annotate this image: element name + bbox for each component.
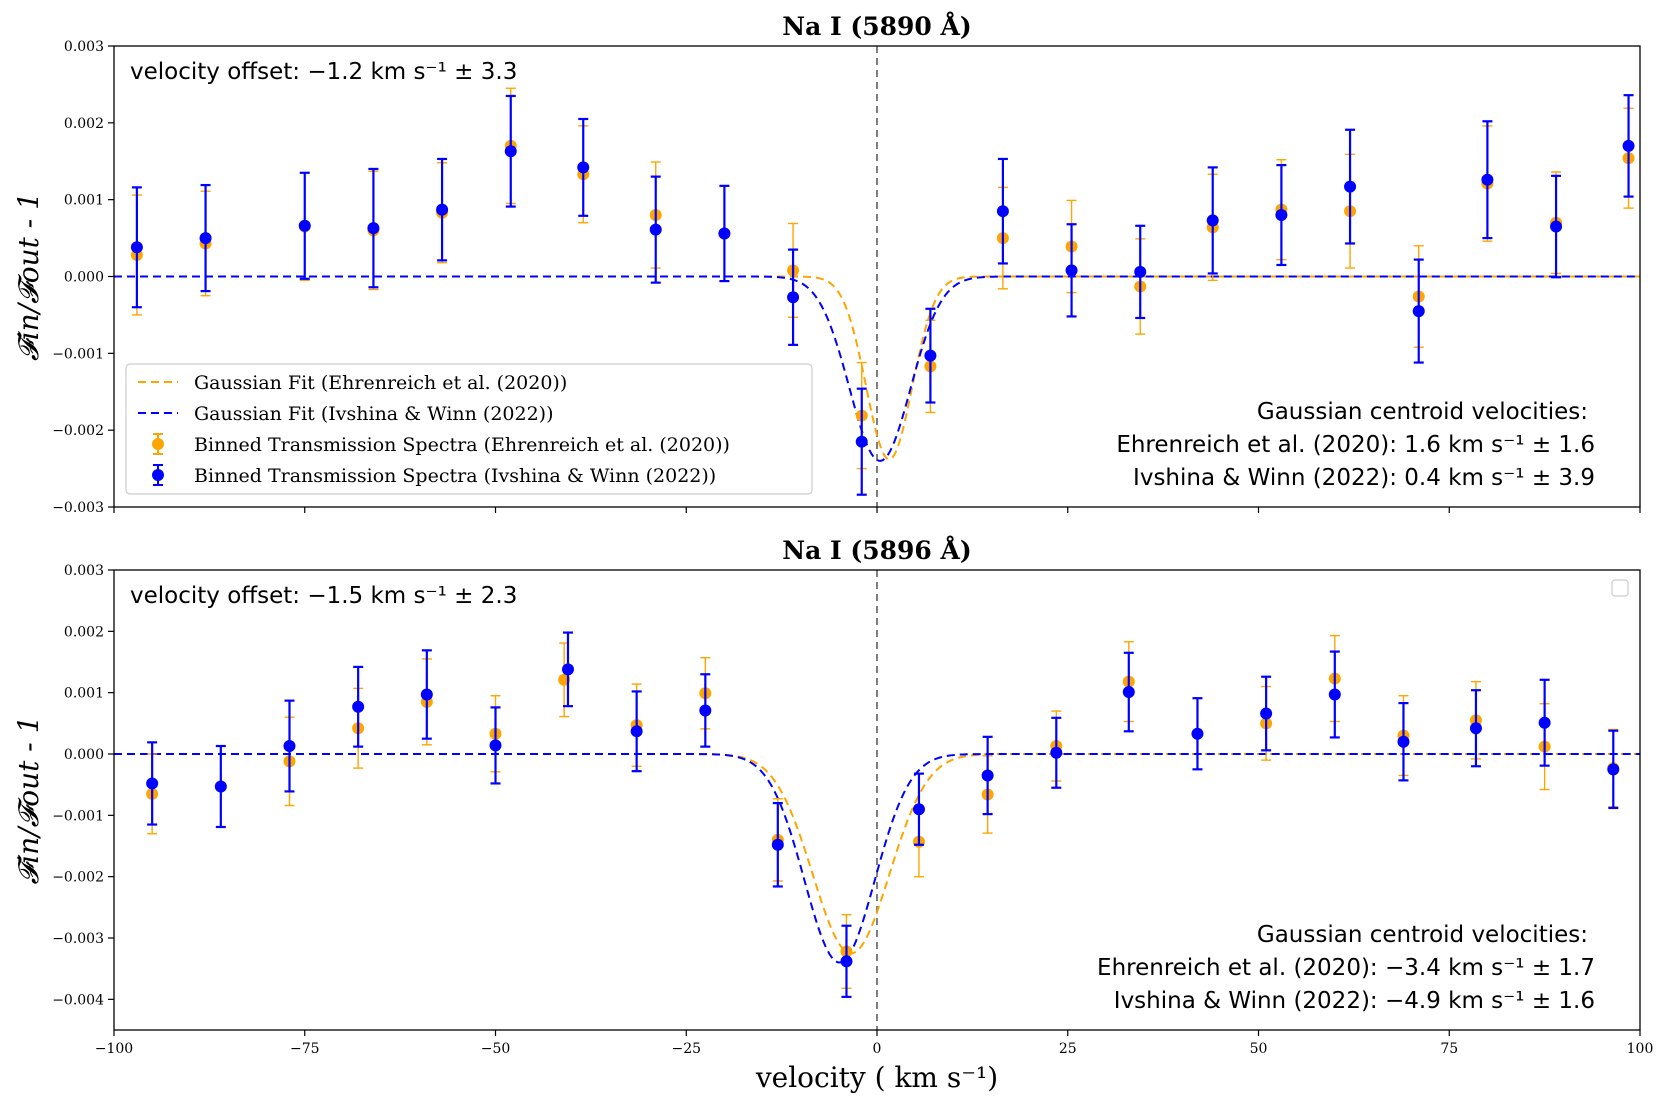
data-point-ivshina <box>146 777 159 790</box>
data-point-ivshina <box>1607 763 1620 776</box>
x-axis-label: velocity ( km s⁻¹) <box>755 1061 998 1094</box>
data-point-ivshina <box>1550 220 1563 233</box>
data-point-ivshina <box>787 291 800 304</box>
data-point-ivshina <box>840 955 853 968</box>
panel-bottom: Na I (5896 Å) 0.003 0.002 0.001 0.000 −0.001 −… <box>12 536 1653 1057</box>
y-tick-label: −0.001 <box>52 346 104 362</box>
data-point-ivshina <box>1065 264 1078 277</box>
data-point-ivshina <box>420 688 433 701</box>
plot-frame <box>113 45 1641 508</box>
data-point-ivshina <box>912 803 925 816</box>
data-point-ivshina <box>1469 722 1482 735</box>
centroid-text: Ehrenreich et al. (2020): 1.6 km s⁻¹ ± 1… <box>1116 432 1595 458</box>
data-point-ivshina <box>1191 727 1204 740</box>
centroid-text: Gaussian centroid velocities: <box>1257 399 1588 425</box>
data-point-ivshina <box>298 219 311 232</box>
x-tick-label: −50 <box>481 1041 511 1057</box>
data-point-ivshina <box>771 838 784 851</box>
legend-box <box>125 363 813 495</box>
data-point-ivshina <box>1275 209 1288 222</box>
data-point-ivshina <box>649 223 662 236</box>
y-tick-label: −0.002 <box>52 423 104 439</box>
data-point-ivshina <box>367 222 380 235</box>
y-axis-label: 𝓕in/𝓕out - 1 <box>12 192 45 361</box>
chart-title: Na I (5896 Å) <box>782 536 972 565</box>
data-point-ivshina <box>436 203 449 216</box>
y-tick-label: −0.003 <box>52 500 104 516</box>
y-tick-label: 0.003 <box>64 563 104 579</box>
data-point-ivshina <box>1122 686 1135 699</box>
x-tick-label: 50 <box>1250 1041 1268 1057</box>
centroid-text: Ivshina & Winn (2022): −4.9 km s⁻¹ ± 1.6 <box>1114 988 1595 1014</box>
data-point-ivshina <box>1344 180 1357 193</box>
data-point-ivshina <box>1260 707 1273 720</box>
legend-entry: Binned Transmission Spectra (Ivshina & W… <box>194 465 716 487</box>
x-tick-label: −25 <box>671 1041 701 1057</box>
data-point-ivshina <box>214 780 227 793</box>
x-tick-label: 100 <box>1627 1041 1654 1057</box>
data-point-ivshina <box>855 435 868 448</box>
y-tick-label: −0.003 <box>52 931 104 947</box>
data-point-ivshina <box>1328 688 1341 701</box>
y-tick-label: 0.000 <box>64 270 104 286</box>
y-axis-label: 𝓕in/𝓕out - 1 <box>12 716 45 885</box>
data-point-ivshina <box>718 227 731 240</box>
x-tick-label: −75 <box>290 1041 320 1057</box>
data-point-ivshina <box>561 663 574 676</box>
x-tick-label: −100 <box>95 1041 133 1057</box>
chart-title: Na I (5890 Å) <box>782 12 972 41</box>
data-point-ivshina <box>283 740 296 753</box>
data-point-ivshina <box>630 725 643 738</box>
y-tick-label: −0.001 <box>52 808 104 824</box>
data-point-ivshina <box>1134 265 1147 278</box>
data-point-ivshina <box>199 232 212 245</box>
data-point-ivshina <box>504 145 517 158</box>
data-point-ivshina <box>577 161 590 174</box>
plot-frame <box>113 569 1641 1031</box>
y-tick-label: 0.002 <box>64 624 104 640</box>
data-point-ivshina <box>1206 214 1219 227</box>
data-point-ivshina <box>996 205 1009 218</box>
data-point-ivshina <box>1538 716 1551 729</box>
y-tick-label: 0.002 <box>64 116 104 132</box>
data-point-ivshina <box>1481 173 1494 186</box>
data-point-ivshina <box>1622 139 1635 152</box>
y-tick-label: −0.002 <box>52 870 104 886</box>
centroid-text: Gaussian centroid velocities: <box>1257 922 1588 948</box>
legend-entry: Gaussian Fit (Ehrenreich et al. (2020)) <box>194 372 567 394</box>
velocity-offset-text: velocity offset: −1.5 km s⁻¹ ± 2.3 <box>130 583 517 609</box>
gaussian-fit-ivshina <box>114 753 1640 964</box>
data-point-ivshina <box>981 769 994 782</box>
x-tick-label: 0 <box>873 1041 882 1057</box>
legend-swatch-marker <box>152 438 164 450</box>
panel-top: Na I (5890 Å) 0.003 0.002 0.001 0.000 −0.001 −… <box>12 12 1641 516</box>
empty-legend-box <box>1611 579 1629 597</box>
x-tick-label: 25 <box>1059 1041 1077 1057</box>
y-tick-label: 0.001 <box>64 193 104 209</box>
y-tick-label: −0.004 <box>52 992 104 1008</box>
centroid-text: Ehrenreich et al. (2020): −3.4 km s⁻¹ ± … <box>1097 955 1595 981</box>
data-point-ivshina <box>1412 305 1425 318</box>
data-point-ivshina <box>130 241 143 254</box>
y-tick-label: 0.001 <box>64 686 104 702</box>
y-tick-label: 0.000 <box>64 747 104 763</box>
x-tick-label: 75 <box>1440 1041 1458 1057</box>
data-point-ivshina <box>489 739 502 752</box>
centroid-text: Ivshina & Winn (2022): 0.4 km s⁻¹ ± 3.9 <box>1133 465 1595 491</box>
y-tick-label: 0.003 <box>64 39 104 55</box>
legend-entry: Gaussian Fit (Ivshina & Winn (2022)) <box>194 403 554 425</box>
data-point-ivshina <box>699 704 712 717</box>
data-point-ivshina <box>1397 735 1410 748</box>
data-point-ivshina <box>352 700 365 713</box>
data-point-ivshina <box>1050 746 1063 759</box>
legend-swatch-marker <box>152 469 164 481</box>
data-point-ivshina <box>924 349 937 362</box>
gaussian-fit-ivshina <box>114 275 1640 462</box>
velocity-offset-text: velocity offset: −1.2 km s⁻¹ ± 3.3 <box>130 59 517 85</box>
legend-entry: Binned Transmission Spectra (Ehrenreich … <box>194 434 730 456</box>
